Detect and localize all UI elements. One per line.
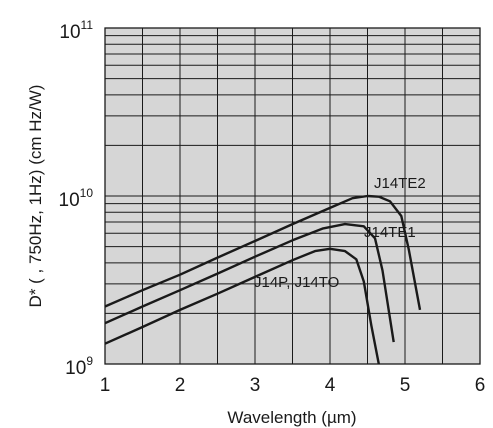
series-line [104, 194, 422, 311]
y-tick-base: 10 [59, 22, 80, 43]
x-tick-labels: 1 2 3 4 5 6 [100, 375, 486, 396]
x-tick-label: 4 [325, 375, 336, 396]
grid [104, 28, 481, 365]
series-layer [104, 194, 422, 365]
y-tick-label: 1010 [59, 186, 94, 211]
x-tick-label: 2 [175, 375, 186, 396]
x-tick-label: 1 [100, 375, 111, 396]
x-tick-label: 5 [400, 375, 411, 396]
series-label: J14P, J14TO [254, 274, 339, 291]
y-tick-label: 1011 [59, 18, 93, 43]
plot-frame [104, 27, 481, 365]
x-tick-label: 3 [250, 375, 261, 396]
series-label: J14TE1 [364, 224, 416, 241]
series-line [104, 222, 395, 343]
y-tick-exponent: 10 [80, 186, 94, 200]
series-line [104, 247, 380, 365]
y-tick-label: 109 [65, 354, 93, 379]
y-tick-base: 10 [59, 190, 80, 211]
y-tick-base: 10 [65, 358, 86, 379]
x-tick-label: 6 [475, 375, 486, 396]
y-tick-exponent: 9 [86, 354, 93, 368]
y-axis-label: D* ( , 750Hz, 1Hz) (cm Hz/W) [26, 85, 45, 308]
series-label: J14TE2 [374, 175, 426, 192]
x-axis-label: Wavelength (µm) [227, 408, 356, 427]
y-tick-labels: 109 1010 1011 [59, 18, 94, 379]
y-tick-exponent: 11 [81, 18, 94, 32]
